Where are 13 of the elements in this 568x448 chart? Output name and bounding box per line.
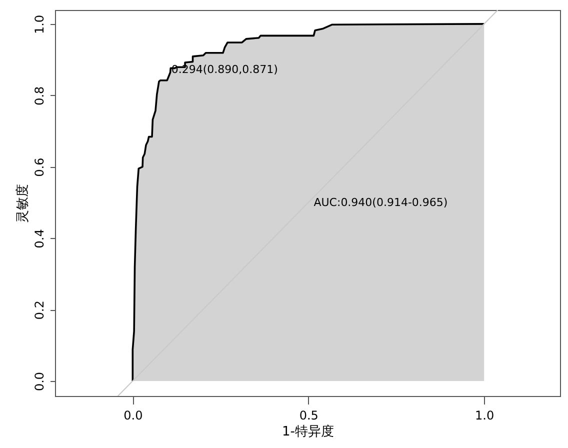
x-tick-label: 1.0 bbox=[475, 408, 494, 422]
y-tick-label: 0.2 bbox=[32, 300, 46, 320]
x-tick-label: 0.5 bbox=[299, 408, 318, 422]
x-axis-title: 1-特异度 bbox=[282, 424, 334, 440]
y-tick-label: 0.0 bbox=[32, 372, 46, 392]
y-tick-label: 0.4 bbox=[32, 229, 46, 248]
y-tick-label: 1.0 bbox=[32, 14, 46, 34]
y-tick-label: 0.6 bbox=[32, 158, 46, 177]
x-tick-label: 0.0 bbox=[124, 408, 143, 422]
annotation: 0.294(0.890,0.871) bbox=[171, 62, 278, 76]
y-axis-title: 灵敏度 bbox=[14, 184, 30, 223]
annotation: AUC:0.940(0.914-0.965) bbox=[314, 196, 448, 209]
y-tick-label: 0.8 bbox=[32, 86, 46, 106]
